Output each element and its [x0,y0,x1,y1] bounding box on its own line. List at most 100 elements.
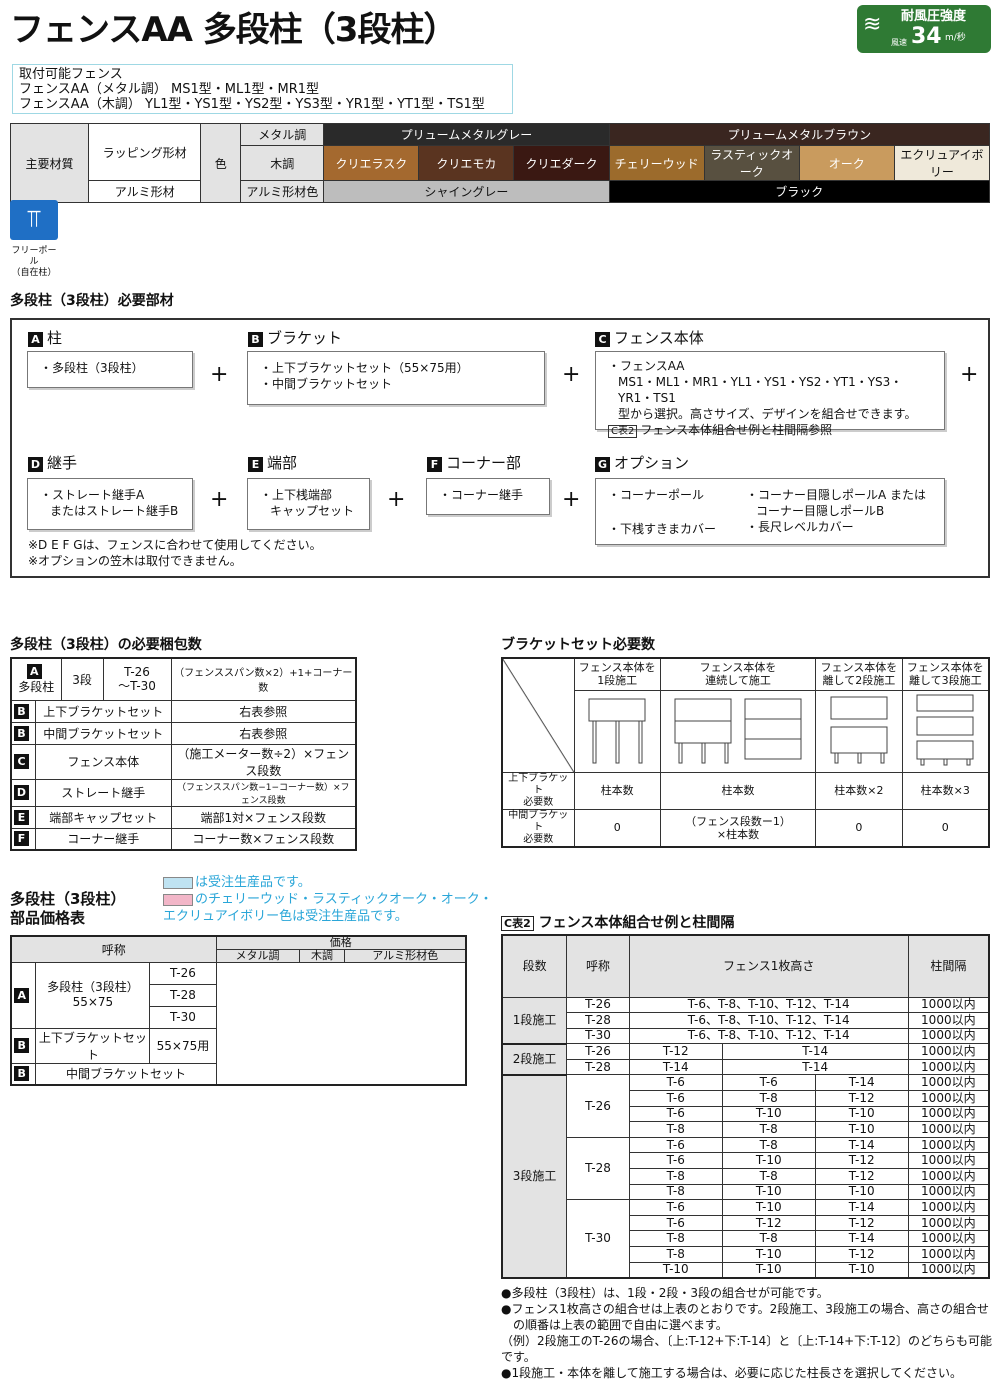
free-pole-icon: ⫪ [10,200,58,240]
spacing-cell: 1000以内 [907,1214,990,1232]
letter-badge-e: E [248,457,263,472]
price-col-header: メタル調 [215,948,300,963]
combo-header: 呼称 [566,934,630,998]
list-item: MS1・ML1・MR1・YL1・YS1・YS2・YT1・YS3・YR1・TS1 [618,375,903,405]
fence-diagram [588,698,646,763]
table-row: フェンス本体を 1段施工 フェンス本体を 連続して施工 フェンス本体を 離して2段施… [501,657,990,773]
model-cell: T-28 [566,1058,630,1076]
legend-pink-swatch [163,893,193,906]
bracket-value: 柱本数 [659,771,817,810]
table-row: E 端部キャップセット 端部1対×フェンス段数 [10,805,357,829]
part-box-g: ・コーナーポール ・下桟すきまカバー ・コーナー目隠しポールA または コーナー目隠し… [595,478,945,545]
model-cell: T-26 [566,1043,630,1060]
list-item: ・コーナー目隠しポールA または [746,488,927,502]
fences-heading: 取付可能フェンス [19,67,123,82]
wood-color: クリエダーク [513,145,610,181]
height-cell: T-6 [721,1074,816,1092]
list-item: ・下桟すきまカバー [608,522,717,536]
ref-text: フェンス本体組合せ例と柱間隔参照 [640,423,833,437]
letter-badge-b: B [14,1038,30,1053]
list-item: ・コーナー継手 [439,488,524,502]
price-title-2: 部品価格表 [10,909,86,927]
part-label: フェンス本体 [614,329,704,347]
color-label: 色 [200,123,242,203]
steps-cell: 3段 [60,657,104,701]
height-cell: T-8 [628,1168,723,1185]
letter-cell: B [10,721,36,745]
bracket-table: フェンス本体を 1段施工 フェンス本体を 連続して施工 フェンス本体を 離して2段施… [501,657,990,848]
metal-color: プリュームメタルブラウン [608,123,991,146]
height-cell: T-10 [814,1105,909,1123]
model-cell: T-26 [566,996,630,1014]
model-cell: T-26 [566,1074,630,1138]
height-cell: T-8 [721,1090,816,1107]
bracket-diagram [901,689,990,773]
table-row: B 中間ブラケットセット 右表参照 [10,721,357,745]
size-cell: T-30 [149,1005,217,1029]
free-pole-label: フリーポール （自在柱） [8,246,60,279]
height-cell: T-14 [814,1136,909,1154]
spacing-cell: 1000以内 [907,1058,990,1076]
heights-cell: T-6、T-8、T-10、T-12、T-14 [628,1027,909,1045]
part-group-label-d: D 継手 [28,452,77,473]
compatible-fences: 取付可能フェンス フェンスAA（メタル調） MS1型・ML1型・MR1型 フェン… [12,64,513,114]
letter-cell: A [10,961,37,1029]
height-cell: T-8 [628,1230,723,1247]
height-cell: T-6 [628,1214,723,1232]
fences-metal: フェンスAA（メタル調） MS1型・ML1型・MR1型 [19,82,320,97]
letter-badge-b: B [14,703,29,719]
height-cell: T-10 [721,1152,816,1170]
heights-cell: T-6、T-8、T-10、T-12、T-14 [628,996,909,1014]
combo-header: 段数 [501,934,568,998]
bracket-row-label: 中間ブラケット 必要数 [501,808,575,847]
height-cell: T-10 [721,1199,816,1216]
wind-icon: ≋ [863,12,882,37]
height-cell: T-12 [814,1214,909,1232]
letter-badge-d: D [28,457,43,472]
wood-color: エクリュアイボリー [893,145,991,181]
spacing-cell: 1000以内 [907,1152,990,1170]
letter-cell: B [10,1062,37,1086]
note-line: ●1段施工・本体を離して施工する場合は、必要に応じた柱長さを選択してください。 [501,1366,963,1380]
combo-tag: C表2 [501,916,534,931]
spacing-cell: 1000以内 [907,1246,990,1263]
letter-badge-f: F [14,831,29,847]
table-row: 段数 呼称 フェンス1枚高さ 柱間隔 [501,934,990,998]
part-name: ストレート継手 [35,778,172,807]
list-item: ・ストレート継手A [40,488,145,502]
size-cell: T-28 [149,983,217,1007]
steps-label: 1段施工 [501,996,568,1045]
combo-header: 柱間隔 [907,934,990,998]
note-line: ●フェンス1枚高さの組合せは上表のとおりです。2段施工、3段施工の場合、高さの組… [501,1302,989,1316]
combo-title: C表2 フェンス本体組合せ例と柱間隔 [501,912,734,932]
plus-sign: + [960,362,979,387]
part-label: 継手 [47,454,78,472]
bracket-header: フェンス本体を 1段施工 [573,657,661,691]
height-cell: T-10 [814,1261,909,1279]
spacing-cell: 1000以内 [907,1027,990,1045]
plus-sign: + [210,487,229,512]
part-box-b: ・上下ブラケットセット（55×75用） ・中間ブラケットセット [247,351,545,405]
free-pole-label-1: フリーポール [11,246,57,267]
part-group-label-e: E 端部 [248,452,297,473]
letter-badge-a: A [28,332,43,347]
alu-label: アルミ形材 [88,180,202,203]
legend-blue-swatch [163,876,193,889]
required-parts-box [10,318,990,578]
wood-color: クリエラスク [323,145,420,181]
spacing-cell: 1000以内 [907,1199,990,1216]
option-col-1: ・コーナーポール ・下桟すきまカバー [608,487,738,537]
height-cell: T-12 [814,1246,909,1263]
letter-badge-a: A [14,987,30,1003]
note-line: （例）2段施工のT-26の場合、〔上:T-12+下:T-14〕と〔上:T-14+… [501,1334,993,1364]
table-row: T-30 T-6、T-8、T-10、T-12、T-14 1000以内 [502,1027,990,1045]
wrapping-label: ラッピング形材 [88,123,202,181]
list-item: ・多段柱（3段柱） [40,361,144,375]
bracket-value: 0 [815,808,903,847]
letter-cell: E [10,805,36,829]
fence-diagram [674,698,802,763]
part-name: 中間ブラケットセット [35,721,172,745]
letter-badge-e: E [14,809,29,825]
letter-cell: B [10,699,36,723]
table-row: T-6 T-10 T-12 1000以内 [502,1152,990,1170]
